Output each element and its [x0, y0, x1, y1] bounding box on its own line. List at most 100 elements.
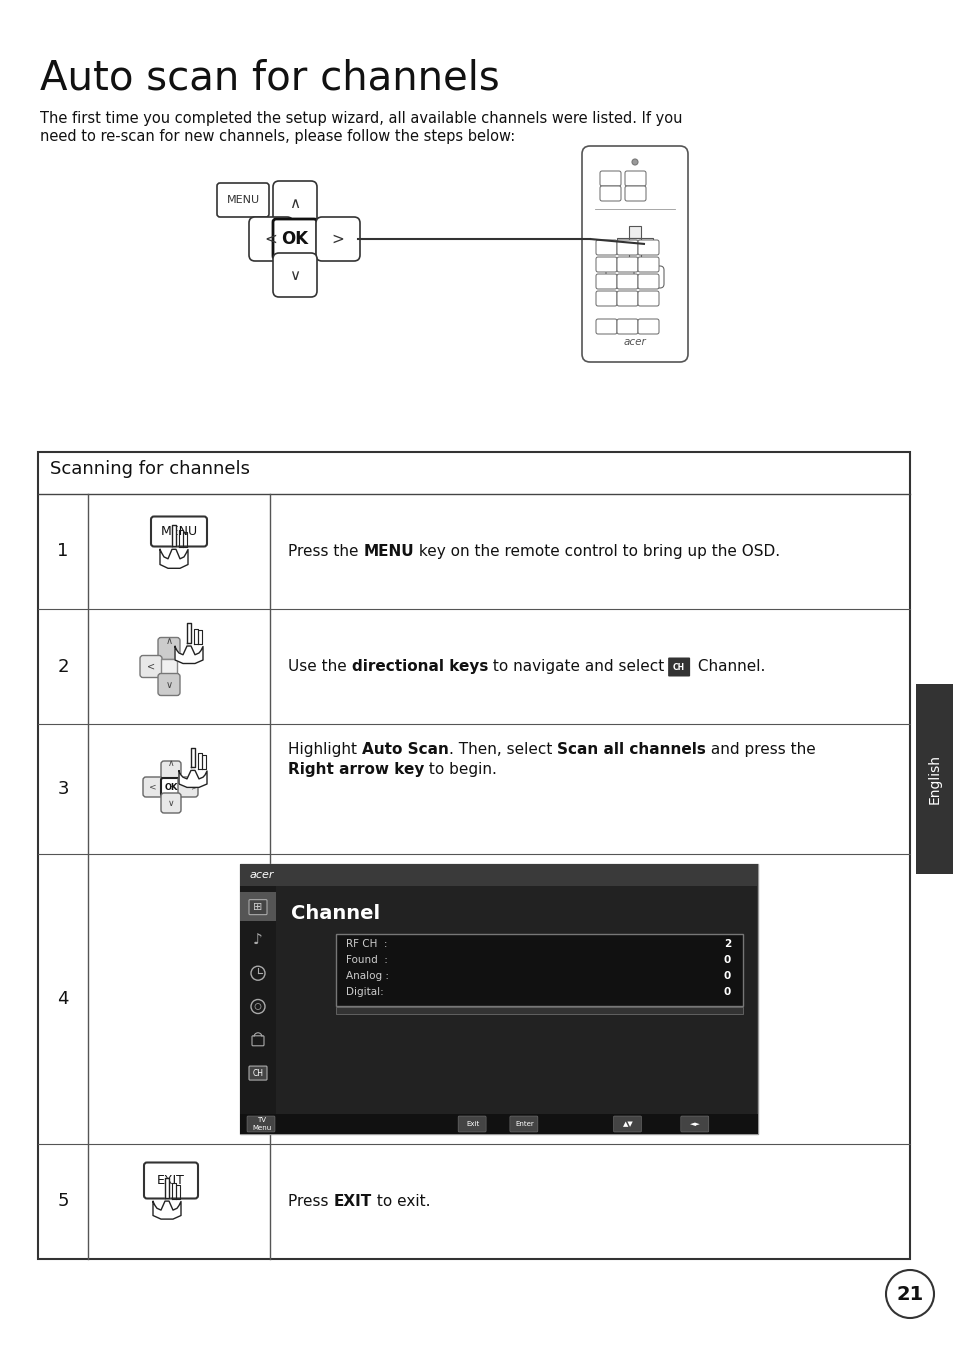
Text: Enter: Enter	[515, 1121, 534, 1127]
FancyBboxPatch shape	[216, 183, 269, 217]
Text: ▲▼: ▲▼	[622, 1121, 633, 1127]
FancyBboxPatch shape	[596, 274, 617, 288]
Text: 4: 4	[57, 990, 69, 1007]
FancyBboxPatch shape	[158, 638, 180, 659]
Text: <: <	[147, 662, 155, 672]
FancyBboxPatch shape	[161, 761, 181, 781]
Text: Digital:: Digital:	[346, 987, 383, 997]
Text: to navigate and select: to navigate and select	[488, 659, 668, 674]
Text: 2: 2	[723, 940, 730, 949]
FancyBboxPatch shape	[638, 274, 659, 288]
FancyBboxPatch shape	[599, 171, 620, 185]
Circle shape	[885, 1270, 933, 1317]
FancyBboxPatch shape	[161, 779, 181, 796]
Text: MENU: MENU	[363, 544, 414, 559]
FancyBboxPatch shape	[273, 219, 316, 259]
Text: CH: CH	[253, 1068, 263, 1078]
Text: RF CH  :: RF CH :	[346, 940, 387, 949]
Text: to exit.: to exit.	[372, 1194, 430, 1209]
FancyBboxPatch shape	[638, 240, 659, 255]
Text: to begin.: to begin.	[424, 762, 497, 777]
Text: >: >	[332, 232, 344, 246]
Bar	[335, 1007, 742, 1014]
FancyBboxPatch shape	[247, 1116, 274, 1132]
Bar	[628, 250, 640, 263]
FancyBboxPatch shape	[509, 1116, 537, 1132]
FancyBboxPatch shape	[596, 240, 617, 255]
Text: English: English	[927, 754, 941, 804]
FancyBboxPatch shape	[273, 253, 316, 297]
Text: Scan all channels: Scan all channels	[557, 742, 705, 757]
Text: OK: OK	[164, 783, 177, 792]
FancyBboxPatch shape	[151, 516, 207, 547]
Text: 3: 3	[57, 780, 69, 798]
FancyBboxPatch shape	[617, 274, 638, 288]
Polygon shape	[174, 646, 203, 663]
FancyBboxPatch shape	[144, 1163, 198, 1198]
Polygon shape	[152, 1201, 181, 1219]
Bar	[617, 238, 628, 250]
Text: ⊞: ⊞	[253, 902, 262, 913]
Text: Auto scan for channels: Auto scan for channels	[40, 60, 499, 99]
FancyBboxPatch shape	[249, 217, 293, 261]
FancyBboxPatch shape	[249, 1066, 267, 1080]
Text: OK: OK	[281, 230, 308, 248]
Text: <: <	[264, 232, 277, 246]
Text: Press the: Press the	[288, 544, 363, 559]
Text: 1: 1	[57, 543, 69, 561]
Text: acer: acer	[623, 337, 646, 347]
Bar	[915, 684, 953, 873]
Text: EXIT: EXIT	[333, 1194, 372, 1209]
Text: 2: 2	[57, 658, 69, 676]
Text: MENU: MENU	[160, 525, 197, 538]
FancyBboxPatch shape	[617, 320, 638, 334]
Text: ∧: ∧	[168, 760, 174, 769]
Text: ♪: ♪	[253, 933, 263, 948]
FancyBboxPatch shape	[143, 777, 163, 798]
Polygon shape	[191, 749, 194, 766]
FancyBboxPatch shape	[596, 320, 617, 334]
Text: 5: 5	[57, 1193, 69, 1210]
Text: ∨: ∨	[165, 680, 172, 689]
Text: Auto Scan: Auto Scan	[361, 742, 448, 757]
Text: Right arrow key: Right arrow key	[288, 762, 424, 777]
Bar	[240, 864, 758, 886]
Text: directional keys: directional keys	[352, 659, 488, 674]
FancyBboxPatch shape	[624, 185, 645, 200]
FancyBboxPatch shape	[680, 1116, 708, 1132]
FancyBboxPatch shape	[158, 673, 180, 696]
Text: Exit: Exit	[466, 1121, 479, 1127]
Text: Press: Press	[288, 1194, 333, 1209]
Text: ∧: ∧	[165, 635, 172, 646]
Text: and press the: and press the	[705, 742, 815, 757]
Bar	[38, 452, 909, 1259]
Polygon shape	[160, 550, 188, 569]
Bar	[161, 658, 177, 674]
Text: Use the: Use the	[288, 659, 352, 674]
FancyBboxPatch shape	[617, 240, 638, 255]
FancyBboxPatch shape	[178, 777, 198, 798]
Text: Analog :: Analog :	[346, 971, 389, 982]
Text: acer: acer	[250, 871, 274, 880]
Text: ∨: ∨	[168, 799, 174, 807]
FancyBboxPatch shape	[638, 291, 659, 306]
FancyBboxPatch shape	[667, 658, 689, 677]
Bar	[240, 864, 758, 1135]
Text: ∨: ∨	[289, 268, 300, 283]
FancyBboxPatch shape	[273, 181, 316, 225]
Text: key on the remote control to bring up the OSD.: key on the remote control to bring up th…	[414, 544, 780, 559]
FancyBboxPatch shape	[140, 655, 162, 677]
FancyBboxPatch shape	[457, 1116, 486, 1132]
FancyBboxPatch shape	[581, 146, 687, 362]
FancyBboxPatch shape	[617, 257, 638, 272]
FancyBboxPatch shape	[596, 257, 617, 272]
FancyBboxPatch shape	[599, 185, 620, 200]
FancyBboxPatch shape	[638, 320, 659, 334]
Text: TV
Menu: TV Menu	[253, 1117, 272, 1131]
Text: Scanning for channels: Scanning for channels	[50, 460, 250, 478]
Bar	[240, 892, 275, 921]
FancyBboxPatch shape	[315, 217, 359, 261]
Bar	[240, 1114, 758, 1135]
Polygon shape	[179, 770, 207, 788]
FancyBboxPatch shape	[605, 265, 636, 288]
